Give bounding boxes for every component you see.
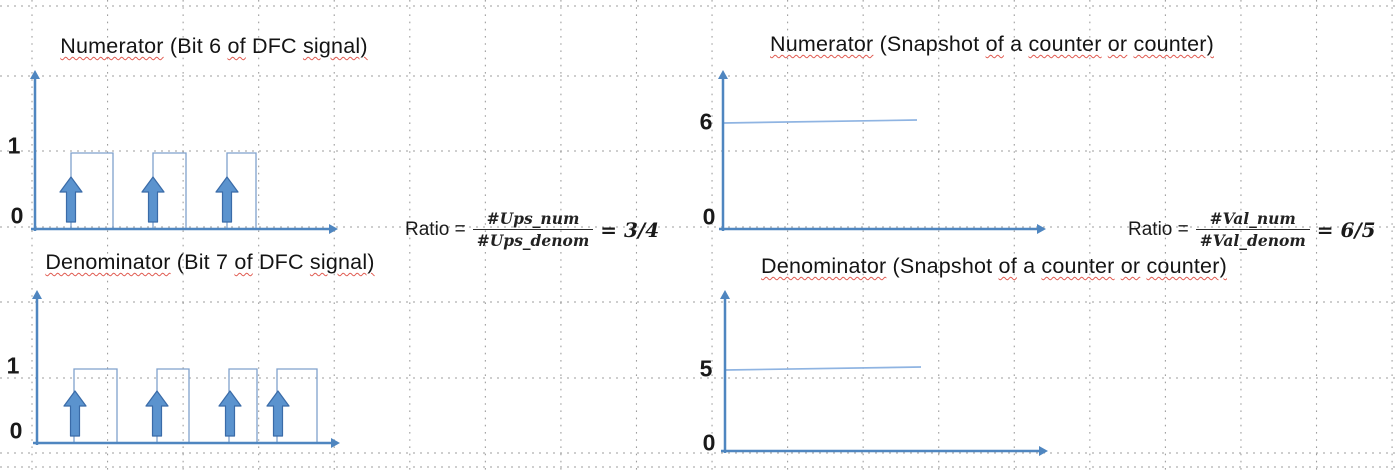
title-word: (Snapshot	[892, 254, 993, 278]
y-axis-tick-label: 1	[6, 352, 20, 379]
title-word: (Snapshot	[879, 32, 980, 56]
rising-edge-arrow	[141, 176, 165, 223]
title-word: DFC	[251, 34, 297, 58]
x-axis-arrowhead	[329, 224, 338, 234]
title-word: 6	[209, 34, 222, 58]
title-word: of	[985, 32, 1004, 56]
y-axis-arrowhead	[32, 290, 42, 299]
x-axis-arrowhead	[1037, 224, 1046, 234]
title-word: Denominator	[45, 250, 171, 274]
y-axis-tick-label: 0	[9, 417, 23, 444]
title-word: a	[1010, 32, 1023, 56]
y-axis-arrowhead	[718, 70, 728, 79]
fraction-numerator: #Ups_num	[486, 209, 580, 228]
title-word: counter)	[1146, 254, 1227, 278]
rising-edge-arrow	[59, 176, 83, 223]
chart-title-numerator-bit6: Numerator (Bit 6 of DFC signal)	[60, 34, 367, 59]
y-axis-tick-label: 5	[699, 355, 713, 382]
y-axis-arrowhead	[30, 70, 40, 79]
x-axis-arrowhead	[331, 438, 340, 448]
rising-edge-arrow	[266, 390, 290, 437]
y-axis-tick-label: 0	[702, 203, 716, 230]
title-word: or	[1120, 254, 1141, 278]
title-word: a	[1023, 254, 1036, 278]
title-word: counter	[1041, 254, 1115, 278]
chart-title-denominator-bit7: Denominator (Bit 7 of DFC signal)	[45, 250, 374, 275]
title-word: DFC	[258, 250, 304, 274]
x-axis-arrowhead	[1039, 446, 1048, 456]
rising-edge-arrow	[145, 390, 169, 437]
fraction: #Ups_num #Ups_denom	[472, 209, 594, 251]
title-word: signal)	[302, 34, 368, 58]
title-word: Numerator	[770, 32, 874, 56]
y-axis-tick-label: 6	[699, 108, 713, 135]
ratio-formula-val: Ratio = #Val_num #Val_denom = 6/5	[1128, 209, 1376, 251]
title-word: Numerator	[60, 34, 164, 58]
title-word: counter	[1028, 32, 1102, 56]
rising-edge-arrow	[215, 176, 239, 223]
fraction-denominator: #Ups_denom	[472, 229, 594, 251]
rising-edge-arrow	[63, 390, 87, 437]
title-word: Denominator	[761, 254, 887, 278]
title-word: 7	[216, 250, 229, 274]
title-word: (Bit	[176, 250, 210, 274]
title-word: (Bit	[169, 34, 203, 58]
ratio-result: = 3/4	[600, 218, 660, 243]
ratio-formula-ups: Ratio = #Ups_num #Ups_denom = 3/4	[405, 209, 659, 251]
fraction-numerator: #Val_num	[1209, 209, 1296, 228]
ratio-label: Ratio =	[1128, 219, 1189, 241]
counter-value-line	[725, 366, 922, 371]
title-word: signal)	[309, 250, 375, 274]
y-axis-tick-label: 1	[7, 132, 21, 159]
rising-edge-arrow	[218, 390, 242, 437]
chart-title-denominator-counter: Denominator (Snapshot of a counter or co…	[761, 254, 1227, 279]
pulse-waveform	[36, 152, 328, 230]
ratio-label: Ratio =	[405, 219, 466, 241]
fraction: #Val_num #Val_denom	[1195, 209, 1310, 251]
title-word: of	[998, 254, 1017, 278]
y-axis-arrowhead	[720, 290, 730, 299]
y-axis-tick-label: 0	[702, 429, 716, 456]
ratio-result: = 6/5	[1316, 218, 1376, 243]
title-word: of	[234, 250, 253, 274]
chart-title-numerator-counter: Numerator (Snapshot of a counter or coun…	[770, 32, 1214, 57]
y-axis-tick-label: 0	[10, 202, 24, 229]
title-word: counter)	[1133, 32, 1214, 56]
counter-value-line	[723, 119, 918, 124]
title-word: or	[1107, 32, 1128, 56]
fraction-denominator: #Val_denom	[1195, 229, 1310, 251]
title-word: of	[227, 34, 246, 58]
